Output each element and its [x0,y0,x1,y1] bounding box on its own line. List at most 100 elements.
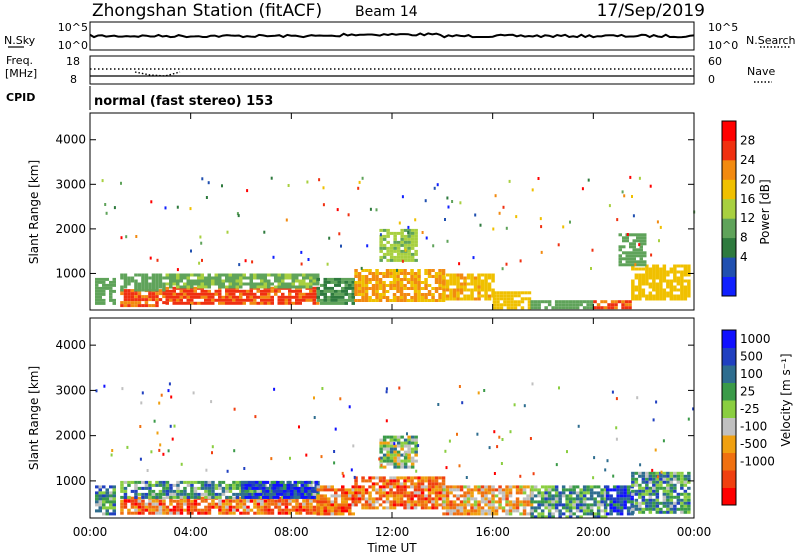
heatmap-cell [368,287,372,290]
heatmap-cell [207,289,211,293]
heatmap-cell [445,503,450,507]
heatmap-cell [141,492,145,496]
heatmap-cell [371,290,376,293]
heatmap-cell [403,258,408,262]
heatmap-cell [638,510,642,514]
heatmap-cell [221,502,226,506]
heatmap-cell [641,495,646,499]
heatmap-cell [458,262,461,266]
heatmap-cell [424,500,428,504]
heatmap-cell [480,285,485,289]
heatmap-cell [452,512,457,516]
heatmap-cell [683,267,688,271]
heatmap-cell [123,480,128,484]
heatmap-cell [348,280,352,284]
heatmap-cell [253,295,257,299]
heatmap-cell [361,281,365,284]
heatmap-cell [438,503,442,507]
heatmap-cell [659,282,663,286]
heatmap-cell [205,196,208,199]
heatmap-cell [623,506,627,510]
heatmap-cell [427,497,432,501]
heatmap-cell [517,294,521,298]
heatmap-cell [378,491,383,495]
heatmap-cell [638,291,642,295]
heatmap-cell [288,295,292,299]
heatmap-cell [312,511,317,515]
heatmap-cell [337,301,341,305]
heatmap-cell [364,293,369,296]
heatmap-cell [648,498,653,502]
heatmap-cell [141,295,145,299]
heatmap-cell [634,504,639,508]
heatmap-cell [354,269,358,272]
heatmap-cell [683,498,688,502]
heatmap-cell [344,298,348,302]
heatmap-cell [641,477,646,481]
heatmap-cell [496,294,500,298]
heatmap-cell [476,432,479,436]
heatmap-cell [305,273,309,277]
heatmap-cell [253,285,257,289]
heatmap-cell [417,278,421,281]
heatmap-cell [179,298,183,302]
heatmap-cell [382,252,387,256]
heatmap-cell [263,273,267,277]
heatmap-cell [262,480,266,484]
heatmap-cell [316,503,320,507]
heatmap-cell [622,257,626,261]
heatmap-cell [638,288,642,292]
heatmap-cell [456,285,460,289]
x-tick-label: 04:00 [173,525,208,539]
heatmap-cell [403,459,408,463]
heatmap-cell [144,288,149,292]
heatmap-cell [582,500,587,504]
heatmap-cell [623,503,627,507]
heatmap-cell [123,279,128,283]
heatmap-cell [211,499,215,503]
heatmap-cell [393,442,396,446]
heatmap-cell [232,508,236,512]
heatmap-cell [403,462,408,466]
heatmap-cell [235,273,239,277]
heatmap-cell [505,512,509,516]
heatmap-cell [655,285,660,289]
heatmap-cell [636,239,640,243]
heatmap-cell [221,301,225,305]
heatmap-cell [323,497,327,501]
heatmap-cell [586,506,590,510]
heatmap-cell [112,301,116,305]
heatmap-cell [144,301,149,305]
heatmap-cell [246,189,249,193]
heatmap-cell [565,506,569,510]
heatmap-cell [385,419,388,423]
heatmap-cell [235,499,240,503]
heatmap-cell [522,497,527,501]
heatmap-cell [449,500,453,504]
heatmap-cell [683,489,688,493]
heatmap-cell [141,480,145,484]
heatmap-cell [375,491,379,495]
heatmap-cell [137,292,142,296]
heatmap-cell [666,504,670,508]
heatmap-cell [274,276,278,280]
heatmap-cell [645,489,649,493]
heatmap-cell [364,278,369,281]
heatmap-cell [334,283,338,287]
x-tick-label: 16:00 [475,525,510,539]
heatmap-cell [392,479,397,483]
heatmap-cell [144,282,149,286]
heatmap-cell [589,300,594,304]
heatmap-cell [239,486,243,490]
heatmap-cell [281,276,285,280]
heatmap-cell [189,207,192,211]
date-label: 17/Sep/2019 [597,1,705,21]
heatmap-cell [551,497,555,501]
heatmap-cell [341,485,345,489]
heatmap-cell [406,272,411,275]
heatmap-cell [589,494,594,498]
heatmap-cell [169,489,173,493]
heatmap-cell [445,509,450,513]
heatmap-cell [655,507,660,511]
heatmap-cell [505,500,509,504]
